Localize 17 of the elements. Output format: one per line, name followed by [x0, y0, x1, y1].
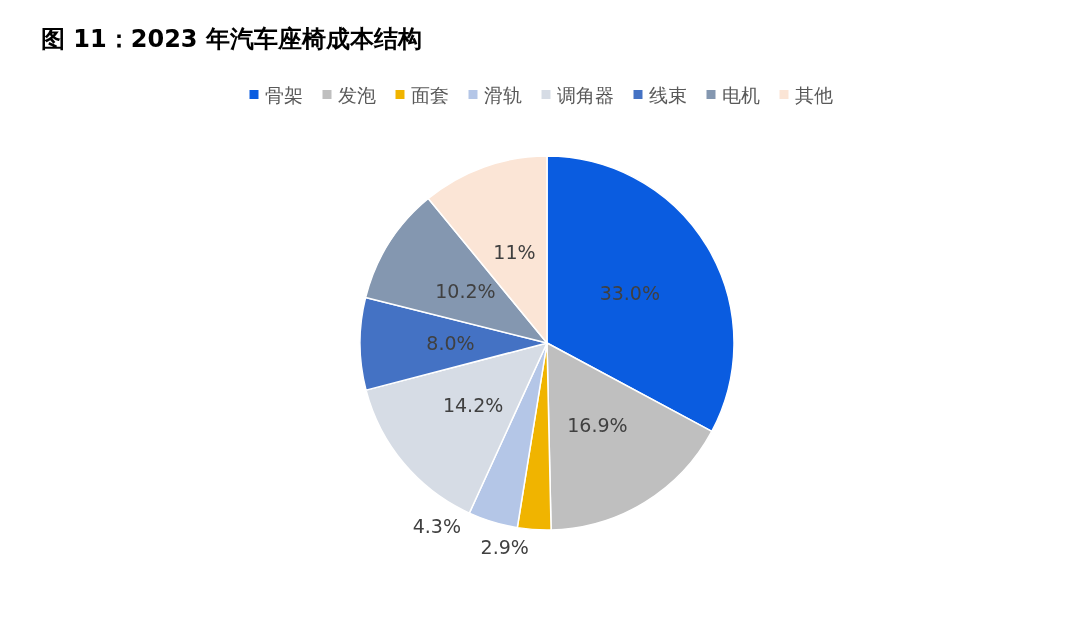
legend-label: 骨架 — [264, 83, 303, 106]
legend-label: 其他 — [794, 83, 833, 106]
data-label: 4.3% — [412, 514, 462, 537]
data-label: 11% — [493, 241, 536, 264]
data-label: 14.2% — [442, 394, 504, 417]
legend-label: 电机 — [721, 83, 760, 106]
data-label: 8.0% — [426, 332, 475, 355]
data-label: 2.9% — [480, 535, 529, 558]
legend-label: 发泡 — [337, 83, 376, 106]
data-label: 33.0% — [599, 282, 660, 305]
legend-label: 滑轨 — [483, 83, 522, 106]
data-label: 16.9% — [567, 414, 628, 437]
legend-label: 线束 — [648, 83, 687, 106]
legend-label: 面套 — [410, 83, 449, 106]
legend-label: 调角器 — [556, 83, 614, 106]
chart-title: 图 11：2023 年汽车座椅成本结构 — [41, 25, 422, 53]
data-label: 10.2% — [435, 280, 496, 303]
